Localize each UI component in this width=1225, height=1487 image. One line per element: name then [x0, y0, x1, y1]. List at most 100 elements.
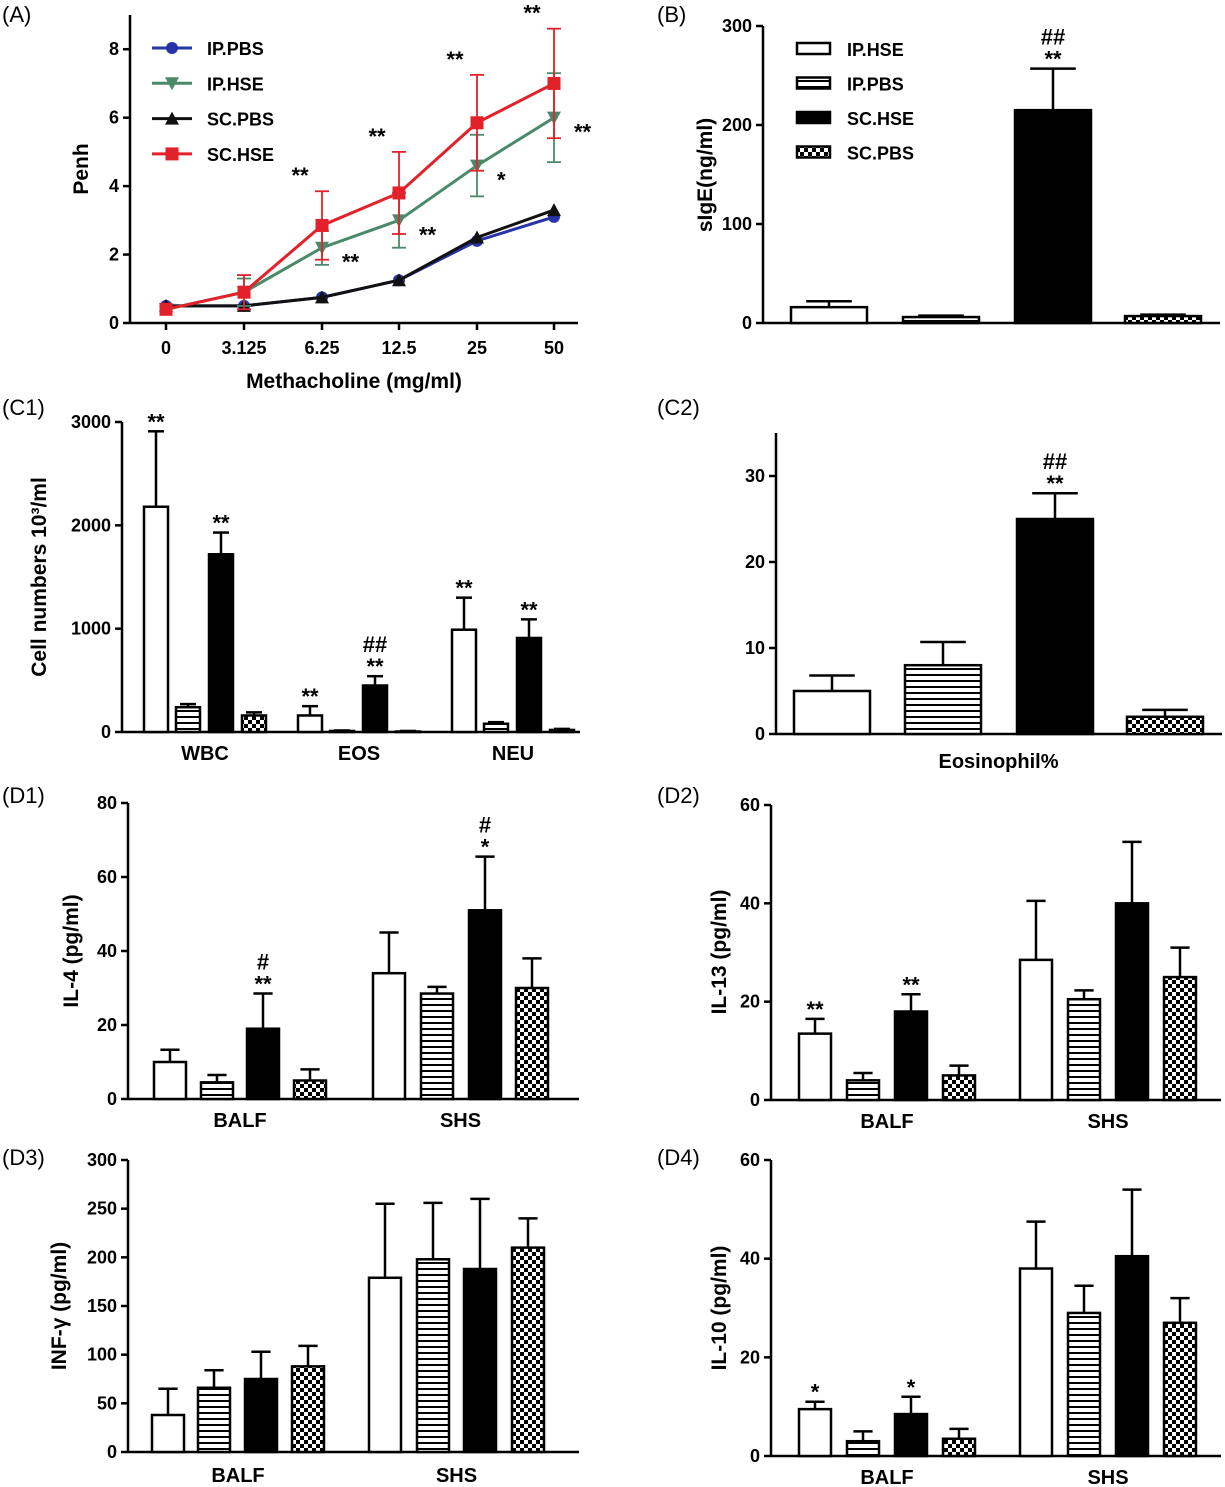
y-tick-label: 250 — [87, 1199, 117, 1219]
significance-annotation: ## — [1043, 449, 1067, 474]
bar-IP.HSE — [371, 971, 407, 1101]
legend-label: SC.PBS — [207, 110, 274, 130]
legend-marker — [165, 147, 179, 161]
significance-annotation: ** — [523, 1, 541, 26]
panel-label: (D2) — [657, 783, 700, 808]
legend-swatch — [795, 41, 832, 56]
y-tick-label: 0 — [755, 724, 765, 744]
chart-panel-D3: 0 50 100 150 200 250 300 INF-γ (pg/ml) (D3) BALF S… — [2, 1145, 579, 1487]
bar-SC.PBS — [292, 1079, 328, 1101]
x-category-label: BALF — [213, 1110, 266, 1132]
legend-label: IP.HSE — [847, 40, 904, 60]
y-tick-label: 40 — [740, 893, 760, 913]
significance-annotation: # — [257, 950, 269, 975]
data-point-SC.PBS — [315, 290, 329, 304]
data-point-SC.HSE — [159, 302, 173, 316]
x-category-label: SHS — [1087, 1111, 1128, 1133]
chart-panel-B: 0 100 200 300 sIgE(ng/ml) (B) **## IP.HSE IP.PBS… — [657, 2, 1220, 333]
y-tick-label: 200 — [722, 115, 752, 135]
x-category-label: WBC — [181, 743, 229, 765]
y-tick-label: 2 — [109, 245, 119, 265]
x-axis-title: Methacholine (mg/ml) — [246, 370, 462, 393]
significance-annotation: ## — [363, 632, 387, 657]
y-axis-title: Penh — [70, 143, 93, 194]
x-category-label: NEU — [492, 743, 534, 765]
series-line-SC.HSE — [165, 82, 555, 311]
y-tick-label: 0 — [107, 1089, 117, 1109]
bar-IP.PBS — [174, 705, 202, 734]
y-tick-label: 10 — [745, 638, 765, 658]
y-axis-title: IL-13 (pg/ml) — [708, 890, 731, 1015]
bar-IP.HSE — [142, 505, 170, 734]
bar-IP.HSE — [789, 305, 869, 325]
bar-IP.HSE — [296, 714, 324, 734]
significance-annotation: ** — [342, 250, 360, 275]
y-tick-label: 40 — [740, 1249, 760, 1269]
x-category-label: BALF — [211, 1465, 264, 1487]
bar-SC.HSE — [893, 1412, 929, 1458]
bar-SC.HSE — [515, 636, 543, 734]
bar-IP.PBS — [845, 1439, 881, 1458]
y-tick-label: 20 — [740, 992, 760, 1012]
bar-IP.PBS — [415, 1258, 451, 1454]
significance-annotation: * — [811, 1380, 820, 1405]
bar-IP.HSE — [797, 1032, 833, 1102]
significance-annotation: ** — [212, 511, 230, 536]
y-tick-label: 60 — [97, 867, 117, 887]
y-axis-title: sIgE(ng/ml) — [694, 118, 717, 232]
bar-SC.HSE — [207, 553, 235, 734]
data-point-SC.HSE — [392, 186, 406, 200]
series-line-SC.PBS — [166, 208, 555, 308]
data-point-SC.PBS — [392, 273, 406, 287]
bar-IP.HSE — [152, 1060, 188, 1101]
bar-IP.PBS — [903, 663, 983, 736]
bar-SC.HSE — [1114, 902, 1150, 1102]
legend-marker — [165, 111, 179, 125]
bar-IP.PBS — [196, 1386, 232, 1454]
significance-annotation: ** — [147, 409, 165, 434]
y-tick-label: 300 — [722, 16, 752, 36]
bar-SC.PBS — [1125, 715, 1205, 736]
bar-SC.PBS — [290, 1365, 326, 1454]
bar-IP.PBS — [419, 992, 455, 1101]
bar-SC.PBS — [1162, 975, 1198, 1102]
bar-SC.PBS — [510, 1246, 546, 1454]
legend-swatch — [795, 76, 832, 90]
y-tick-label: 0 — [750, 1446, 760, 1466]
y-tick-label: 30 — [745, 466, 765, 486]
significance-annotation: ** — [520, 597, 538, 622]
y-axis-title: IL-10 (pg/ml) — [708, 1246, 731, 1371]
y-axis-title: Cell numbers 10³/ml — [28, 477, 51, 677]
significance-annotation: * — [481, 835, 490, 860]
y-tick-label: 0 — [109, 313, 119, 333]
significance-annotation: ** — [366, 654, 384, 679]
y-tick-label: 40 — [97, 941, 117, 961]
bar-SC.PBS — [941, 1437, 977, 1458]
x-tick-label: 50 — [544, 338, 564, 358]
y-tick-label: 150 — [87, 1296, 117, 1316]
data-point-SC.PBS — [547, 203, 561, 217]
bar-IP.PBS — [482, 722, 510, 734]
bar-IP.PBS — [1066, 997, 1102, 1102]
bar-SC.HSE — [462, 1267, 498, 1454]
y-tick-label: 100 — [87, 1345, 117, 1365]
y-axis-title: IL-4 (pg/ml) — [60, 894, 83, 1007]
bar-SC.HSE — [361, 684, 389, 734]
x-tick-label: 3.125 — [221, 338, 266, 358]
x-category-label: BALF — [860, 1111, 913, 1133]
bar-IP.HSE — [1018, 958, 1054, 1102]
y-tick-label: 0 — [101, 722, 111, 742]
x-category-label: SHS — [440, 1110, 481, 1132]
y-tick-label: 20 — [745, 552, 765, 572]
bar-SC.PBS — [240, 714, 268, 734]
x-tick-label: 12.5 — [381, 338, 416, 358]
bar-SC.HSE — [893, 1010, 929, 1102]
x-tick-label: 6.25 — [304, 338, 339, 358]
y-tick-label: 6 — [109, 108, 119, 128]
bar-IP.PBS — [328, 729, 356, 734]
legend-label: SC.PBS — [847, 144, 914, 164]
significance-annotation: # — [479, 813, 491, 838]
bar-SC.HSE — [1114, 1254, 1150, 1458]
